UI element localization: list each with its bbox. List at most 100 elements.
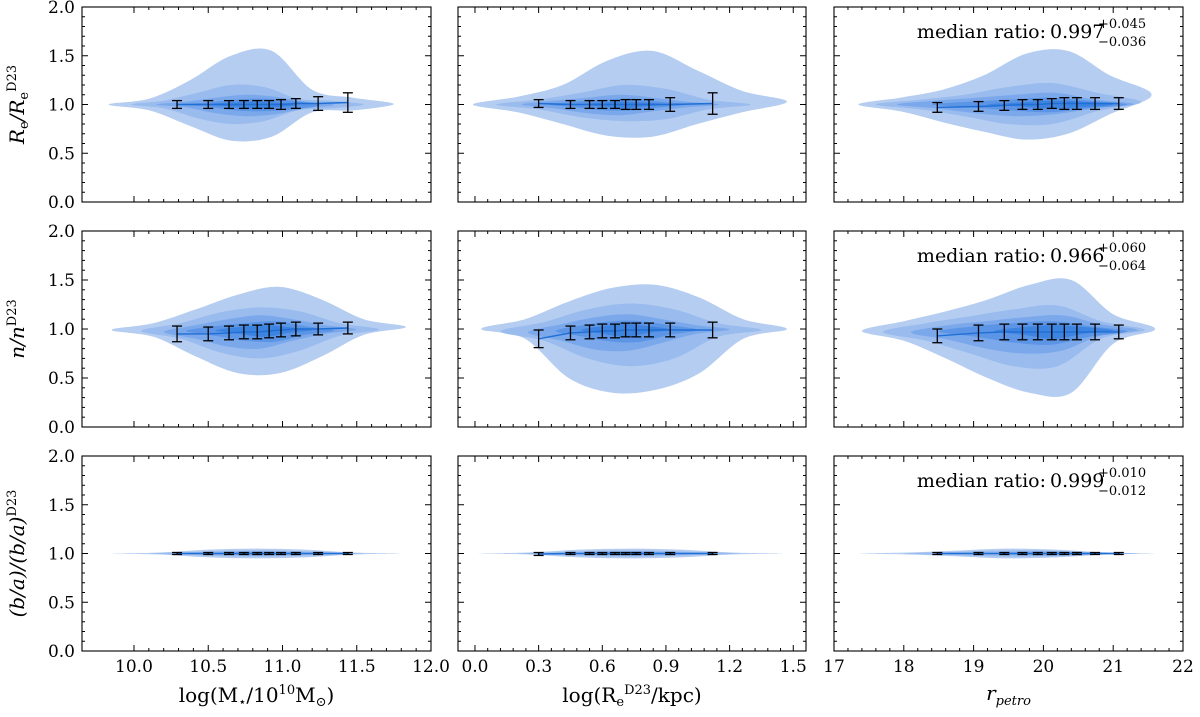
x-tick-label: 1.5	[780, 657, 807, 677]
median-errorbar	[665, 322, 676, 338]
median-errorbar	[610, 323, 621, 339]
x-tick-label: 18	[893, 657, 915, 677]
y-axis-label: (b/a)/(b/a)D23	[5, 490, 29, 618]
median-errorbar	[264, 323, 275, 339]
median-errorbar	[565, 551, 576, 556]
median-trend-line	[538, 329, 713, 340]
median-errorbar	[290, 98, 301, 110]
median-errorbar	[1059, 97, 1070, 111]
median-ratio-annotation: median ratio: 0.997+0.045 −0.036	[917, 17, 1146, 50]
panel-r2-c2	[858, 548, 1156, 559]
median-errorbar	[203, 99, 214, 110]
y-tick-label: 1.5	[48, 496, 75, 516]
median-errorbar	[610, 551, 621, 556]
median-errorbar	[707, 551, 718, 556]
x-tick-label: 1.2	[716, 657, 743, 677]
median-errorbar	[973, 551, 984, 556]
y-tick-label: 0.0	[48, 418, 75, 438]
median-errorbar	[276, 98, 287, 111]
median-errorbar	[313, 96, 324, 111]
tick-marks	[833, 230, 1184, 428]
median-errorbar	[973, 324, 984, 342]
median-errorbar	[1059, 323, 1070, 341]
median-errorbar	[643, 322, 654, 338]
median-errorbar	[932, 101, 943, 113]
median-errorbar	[172, 99, 183, 110]
median-errorbar	[620, 551, 631, 556]
median-errorbar	[999, 551, 1010, 556]
median-errorbar	[264, 99, 275, 110]
median-errorbar	[342, 92, 353, 113]
median-errorbar	[584, 99, 595, 110]
y-tick-label: 0.5	[48, 593, 75, 613]
y-tick-label: 1.0	[48, 320, 75, 340]
median-errorbar	[238, 324, 249, 340]
median-errorbar	[252, 551, 263, 556]
median-errorbar	[1046, 98, 1057, 110]
median-errorbar	[290, 321, 301, 337]
median-errorbar	[1113, 324, 1124, 340]
panel-r0-c2	[858, 49, 1152, 140]
x-tick-label: 19	[963, 657, 985, 677]
x-tick-label: 10.5	[189, 657, 227, 677]
tick-marks	[82, 230, 432, 428]
x-tick-label: 22	[1172, 657, 1194, 677]
median-ratio-value: 0.966	[1050, 245, 1104, 267]
median-errorbar	[597, 323, 608, 339]
median-errorbar	[565, 325, 576, 341]
x-tick-label: 0.3	[525, 657, 552, 677]
y-axis-label: n/nD23	[5, 299, 29, 358]
y-axis-label-row-2: (b/a)/(b/a)D23	[5, 490, 29, 618]
median-errorbar	[203, 551, 214, 556]
median-ratio-label: median ratio:	[917, 21, 1046, 43]
median-errorbar	[1032, 98, 1043, 111]
tick-marks	[833, 6, 1184, 203]
y-tick-label: 0.5	[48, 144, 75, 164]
median-errorbar	[597, 99, 608, 110]
median-errorbar	[1017, 551, 1028, 556]
median-ratio-label: median ratio:	[917, 245, 1046, 267]
median-errorbar	[533, 98, 544, 109]
median-ratio-minus: −0.036	[1098, 35, 1146, 50]
median-errorbar	[1071, 551, 1082, 556]
median-trend-line	[538, 102, 713, 106]
x-tick-label: 0.9	[652, 657, 679, 677]
tick-marks	[458, 230, 806, 428]
median-errorbar	[342, 551, 353, 556]
tick-marks	[82, 6, 432, 203]
median-trend-line	[177, 101, 348, 106]
median-errorbar	[707, 92, 718, 115]
panel-r0-c1	[472, 50, 787, 138]
median-errorbar	[999, 99, 1010, 111]
median-errorbar	[1046, 323, 1057, 341]
median-errorbar	[1017, 323, 1028, 341]
x-tick-label: 12.0	[412, 657, 450, 677]
x-tick-label: 11.0	[264, 657, 302, 677]
median-errorbar	[1071, 97, 1082, 111]
median-errorbar	[313, 322, 324, 336]
panel-r1-c1	[481, 284, 787, 394]
median-trend-line	[937, 102, 1119, 109]
y-axis-label-row-1: n/nD23	[5, 299, 29, 358]
median-errorbar	[1059, 551, 1070, 556]
y-tick-label: 2.0	[48, 0, 75, 18]
median-errorbar	[313, 551, 324, 556]
median-errorbar	[597, 551, 608, 556]
median-ratio-plus: +0.045	[1098, 17, 1146, 32]
median-errorbar	[276, 551, 287, 556]
median-errorbar	[1113, 97, 1124, 111]
median-errorbar	[707, 321, 718, 339]
tick-marks	[458, 6, 806, 203]
median-errorbar	[172, 325, 183, 343]
y-tick-label: 1.5	[48, 271, 75, 291]
x-tick-label: 17	[823, 657, 845, 677]
y-tick-label: 0.5	[48, 369, 75, 389]
median-ratio-minus: −0.012	[1098, 484, 1146, 499]
y-tick-label: 2.0	[48, 447, 75, 467]
median-ratio-plus: +0.010	[1098, 466, 1146, 481]
median-errorbar	[290, 551, 301, 556]
median-errorbar	[1090, 551, 1101, 556]
y-tick-label: 0.0	[48, 193, 75, 213]
median-errorbar	[238, 99, 249, 110]
